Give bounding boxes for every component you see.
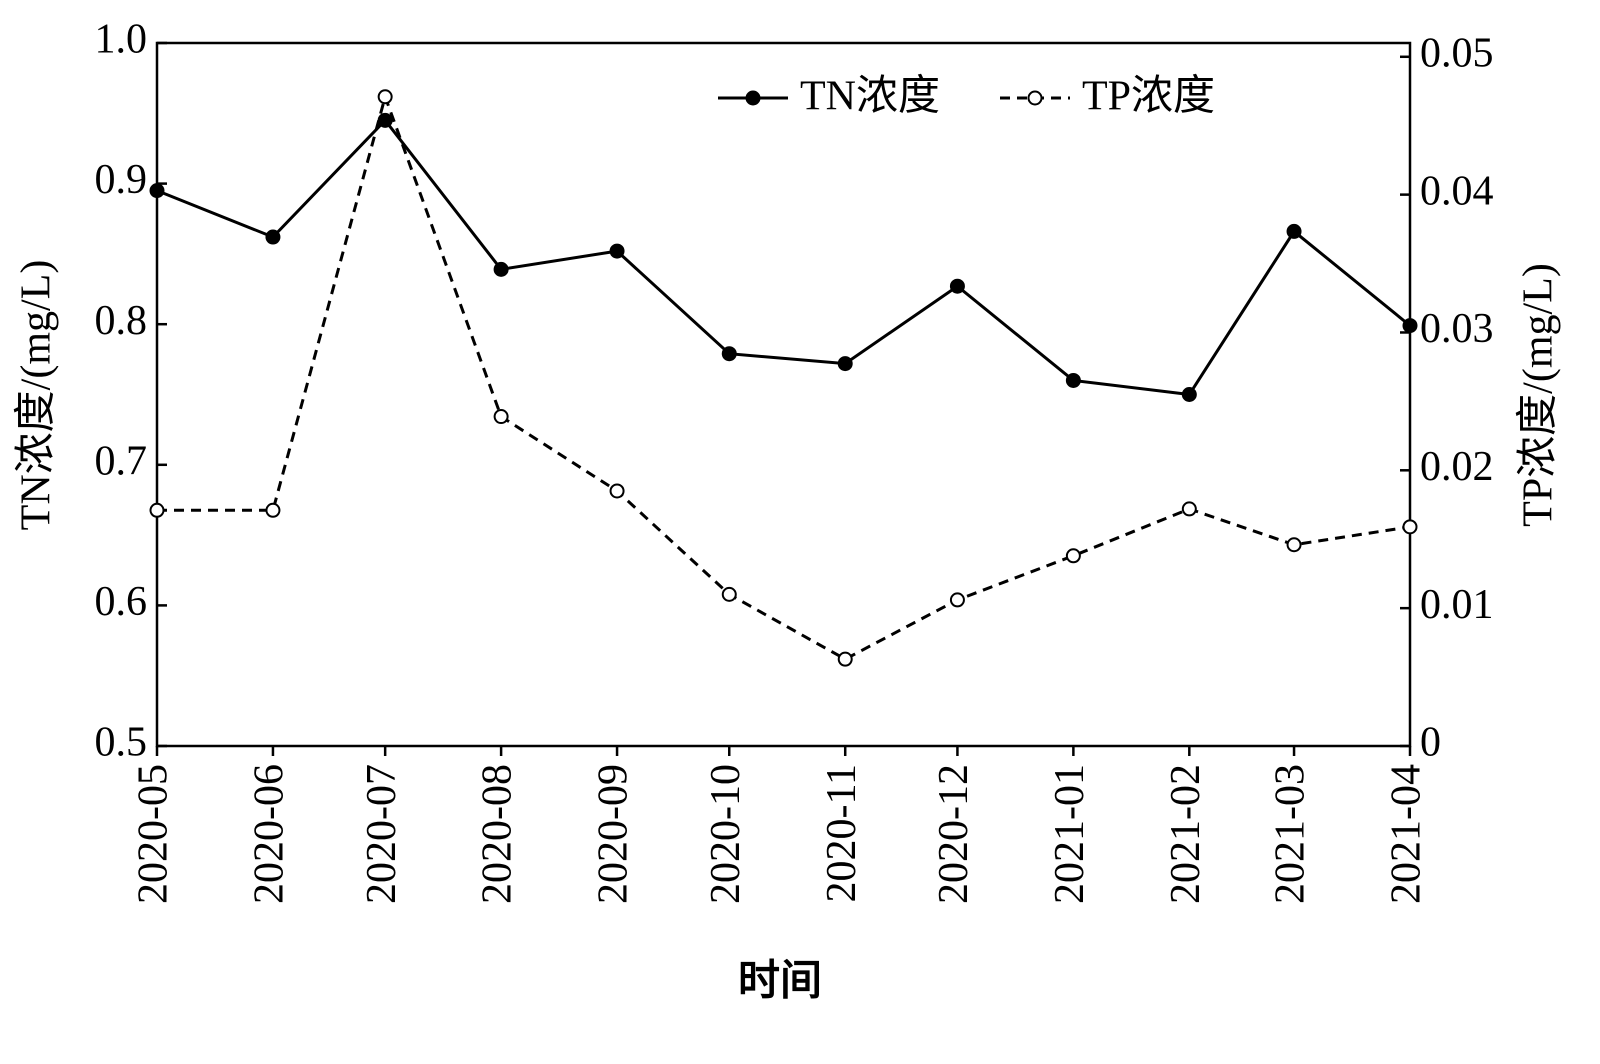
- x-tick-label: 2021-04: [1384, 764, 1430, 904]
- data-point: [1286, 223, 1302, 239]
- x-tick-label: 2020-06: [247, 764, 293, 904]
- x-tick-label: 2021-03: [1268, 764, 1314, 904]
- data-point: [609, 243, 625, 259]
- data-point: [1402, 318, 1418, 334]
- y2-tick-label: 0: [1420, 720, 1441, 766]
- y2-tick-label: 0.02: [1420, 444, 1494, 490]
- x-tick-label: 2020-11: [819, 764, 865, 902]
- data-point: [1286, 537, 1302, 553]
- x-axis-label: 时间: [738, 958, 822, 1005]
- x-tick-label: 2020-12: [931, 764, 977, 904]
- data-point: [1402, 519, 1418, 535]
- plot-frame: [155, 41, 1412, 748]
- y-tick-label: 0.8: [95, 298, 148, 344]
- x-tick-label: 2020-09: [591, 764, 637, 904]
- data-point: [493, 261, 509, 277]
- data-point: [1065, 548, 1081, 564]
- data-point: [493, 409, 509, 425]
- y-tick-label: 0.7: [95, 438, 148, 484]
- data-point: [265, 502, 281, 518]
- x-tick-label: 2020-07: [359, 764, 405, 904]
- legend-label: TN浓度: [800, 74, 940, 120]
- data-point: [265, 229, 281, 245]
- y2-tick-label: 0.05: [1420, 30, 1494, 76]
- data-point: [1181, 387, 1197, 402]
- data-point: [377, 112, 393, 128]
- legend-marker: [745, 90, 761, 106]
- data-point: [837, 356, 853, 372]
- x-tick-label: 2020-10: [703, 764, 749, 904]
- data-point: [949, 592, 965, 608]
- x-tick-label: 2020-08: [475, 764, 521, 904]
- y2-tick-label: 0.04: [1420, 168, 1494, 214]
- data-point: [377, 89, 393, 105]
- legend-marker: [1027, 90, 1043, 106]
- series-line: [157, 91, 1411, 661]
- y-tick-label: 0.6: [95, 579, 148, 625]
- y-tick-label: 1.0: [95, 17, 148, 63]
- y2-tick-label: 0.03: [1420, 306, 1494, 352]
- data-point: [1065, 372, 1081, 388]
- data-point: [949, 278, 965, 294]
- legend-label: TP浓度: [1082, 74, 1215, 120]
- y-tick-label: 0.9: [95, 157, 148, 203]
- x-tick-label: 2021-02: [1163, 764, 1209, 904]
- data-point: [721, 346, 737, 362]
- y-axis-label: TN浓度/(mg/L): [14, 260, 60, 531]
- y-tick-label: 0.5: [95, 720, 148, 766]
- y2-tick-label: 0.01: [1420, 582, 1494, 628]
- x-tick-label: 2021-01: [1047, 764, 1093, 904]
- data-point: [837, 651, 853, 667]
- data-point: [149, 183, 165, 199]
- data-point: [1181, 501, 1197, 517]
- x-tick-label: 2020-05: [131, 764, 177, 904]
- series-line: [156, 118, 1411, 397]
- data-point: [721, 586, 737, 602]
- y2-axis-label: TP浓度/(mg/L): [1516, 263, 1562, 527]
- data-point: [609, 483, 625, 499]
- data-point: [149, 502, 165, 518]
